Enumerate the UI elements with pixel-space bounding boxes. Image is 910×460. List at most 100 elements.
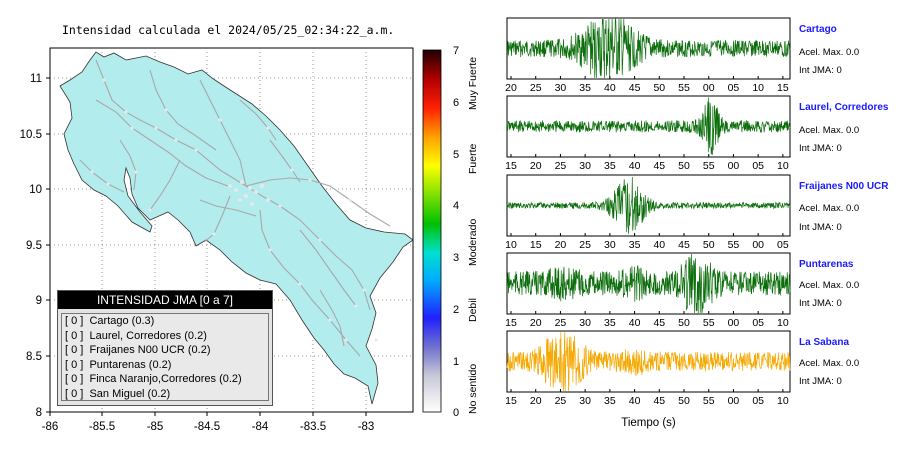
time-tick-label: 35 — [604, 317, 616, 329]
time-tick-label: 15 — [530, 239, 542, 251]
time-tick-label: 15 — [505, 317, 517, 329]
waveform-trace — [506, 97, 791, 155]
time-tick-label: 15 — [777, 82, 789, 94]
time-tick-label: 00 — [728, 317, 740, 329]
time-tick-label: 00 — [752, 239, 764, 251]
time-tick-label: 35 — [629, 239, 641, 251]
legend-item: [ 0 ] San Miguel (0.2) — [65, 387, 171, 400]
station-jma: Int JMA: 0 — [799, 143, 842, 154]
time-tick-label: 55 — [703, 160, 715, 172]
time-tick-label: 05 — [752, 395, 764, 407]
legend-item: [ 0 ] Laurel, Corredores (0.2) — [65, 329, 207, 342]
scale-label-moderado: Moderado — [467, 219, 479, 266]
station-name: Fraijanes N00 UCR — [799, 181, 889, 192]
waveform-trace — [506, 176, 791, 234]
time-tick-label: 15 — [505, 395, 517, 407]
time-tick-label: 50 — [703, 239, 715, 251]
time-tick-label: 25 — [555, 395, 567, 407]
map-x-tick: -84 — [252, 421, 269, 433]
station-name: Cartago — [799, 24, 837, 35]
scale-tick: 0 — [453, 407, 459, 419]
time-tick-label: 10 — [777, 395, 789, 407]
time-tick-label: 00 — [703, 82, 715, 94]
time-tick-label: 25 — [555, 160, 567, 172]
scale-tick: 4 — [453, 200, 459, 212]
time-tick-label: 50 — [678, 160, 690, 172]
time-tick-label: 40 — [629, 395, 641, 407]
legend-item: [ 0 ] Cartago (0.3) — [65, 315, 155, 327]
time-tick-label: 35 — [604, 160, 616, 172]
intensity-legend: INTENSIDAD JMA [0 a 7] [ 0 ] Cartago (0.… — [57, 290, 273, 406]
map-x-tick: -86 — [42, 421, 59, 433]
time-tick-label: 00 — [728, 160, 740, 172]
time-tick-label: 45 — [653, 395, 665, 407]
map-title: Intensidad calculada el 2024/05/25_02:34… — [62, 23, 395, 37]
station-name: Puntarenas — [799, 259, 854, 270]
map-x-tick: -85 — [147, 421, 164, 433]
station-jma: Int JMA: 0 — [799, 65, 842, 76]
scale-tick: 6 — [453, 97, 459, 109]
legend-list: [ 0 ] Cartago (0.3) [ 0 ] Laurel, Corred… — [61, 313, 269, 401]
scale-label-debil: Debil — [467, 298, 479, 322]
station-accel: Acel. Max. 0.0 — [799, 203, 860, 214]
waveform-trace — [506, 253, 791, 314]
time-tick-label: 25 — [530, 82, 542, 94]
time-tick-label: 40 — [604, 82, 616, 94]
map-x-tick: -83.5 — [300, 421, 326, 433]
time-tick-label: 10 — [777, 160, 789, 172]
time-tick-label: 05 — [752, 160, 764, 172]
time-axis-label: Tiempo (s) — [621, 417, 676, 429]
time-tick-label: 50 — [678, 317, 690, 329]
map-y-tick: 10.5 — [20, 129, 42, 141]
scale-tick: 5 — [453, 149, 459, 161]
map-y-tick: 11 — [30, 73, 42, 85]
time-tick-label: 25 — [555, 317, 567, 329]
costa-rica-land — [59, 51, 413, 405]
map-x-tick: -83 — [358, 421, 375, 433]
station-accel: Acel. Max. 0.0 — [799, 47, 860, 58]
waveform-frame — [506, 17, 791, 80]
time-tick-label: 20 — [555, 239, 567, 251]
map-y-tick: 9.5 — [26, 240, 42, 252]
station-jma: Int JMA: 0 — [799, 298, 842, 309]
time-tick-label: 20 — [530, 160, 542, 172]
time-tick-label: 35 — [604, 395, 616, 407]
scale-tick: 3 — [453, 252, 459, 264]
waveform-trace — [506, 17, 791, 79]
map-y-tick: 9 — [36, 295, 42, 307]
time-tick-label: 20 — [530, 317, 542, 329]
time-tick-label: 45 — [653, 317, 665, 329]
map-ticks — [46, 77, 367, 416]
time-tick-label: 45 — [653, 160, 665, 172]
station-jma: Int JMA: 0 — [799, 376, 842, 387]
time-tick-label: 55 — [703, 395, 715, 407]
time-tick-label: 50 — [678, 395, 690, 407]
time-tick-label: 25 — [579, 239, 591, 251]
time-tick-label: 30 — [579, 317, 591, 329]
scale-label-no-sentido: No sentido — [467, 364, 479, 414]
intensity-colorbar — [422, 49, 442, 413]
scale-label-muy-fuerte: Muy Fuerte — [467, 57, 479, 110]
scale-tick: 1 — [453, 356, 459, 368]
waveform-trace — [506, 331, 791, 392]
time-tick-label: 30 — [604, 239, 616, 251]
time-tick-label: 40 — [653, 239, 665, 251]
legend-item: [ 0 ] Finca Naranjo,Corredores (0.2) — [65, 373, 242, 385]
legend-title: INTENSIDAD JMA [0 a 7] — [58, 291, 272, 309]
station-name: Laurel, Corredores — [799, 102, 889, 113]
station-accel: Acel. Max. 0.0 — [799, 125, 860, 136]
time-tick-label: 10 — [752, 82, 764, 94]
waveform-panels: 20 25 30 35 40 45 50 55 00 05 10 15 15 20 25 30 35 40 45 50… — [505, 17, 791, 429]
time-tick-label: 55 — [703, 317, 715, 329]
map-x-tick: -85.5 — [89, 421, 115, 433]
time-tick-label: 45 — [678, 239, 690, 251]
time-tick-label: 30 — [579, 395, 591, 407]
map-y-tick: 10 — [29, 184, 42, 196]
time-tick-label: 50 — [653, 82, 665, 94]
station-accel: Acel. Max. 0.0 — [799, 358, 860, 369]
time-tick-label: 00 — [728, 395, 740, 407]
time-tick-label: 10 — [777, 317, 789, 329]
time-tick-label: 40 — [629, 160, 641, 172]
time-tick-label: 05 — [777, 239, 789, 251]
time-tick-label: 45 — [629, 82, 641, 94]
